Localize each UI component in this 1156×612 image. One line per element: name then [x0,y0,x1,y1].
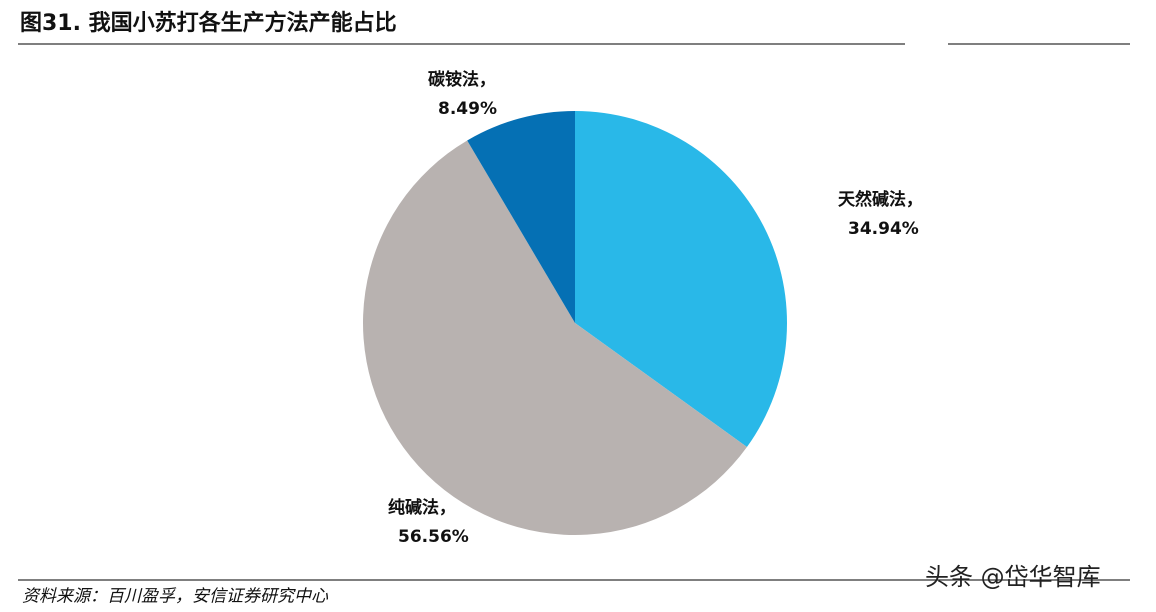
slice-label: 碳铵法， [428,69,496,90]
slice-value: 56.56% [398,527,469,547]
pie-slice [363,140,747,535]
chart-title: 图31. 我国小苏打各生产方法产能占比 [20,10,397,36]
slice-value: 34.94% [848,219,919,239]
source-note: 资料来源：百川盈孚，安信证券研究中心 [22,587,329,607]
watermark: 头条 @岱华智库 [925,563,1101,591]
slice-label: 天然碱法， [838,189,923,210]
slice-label: 纯碱法， [388,497,456,518]
pie-slice [575,111,787,448]
pie-slice [467,111,575,323]
slice-value: 8.49% [438,99,497,119]
